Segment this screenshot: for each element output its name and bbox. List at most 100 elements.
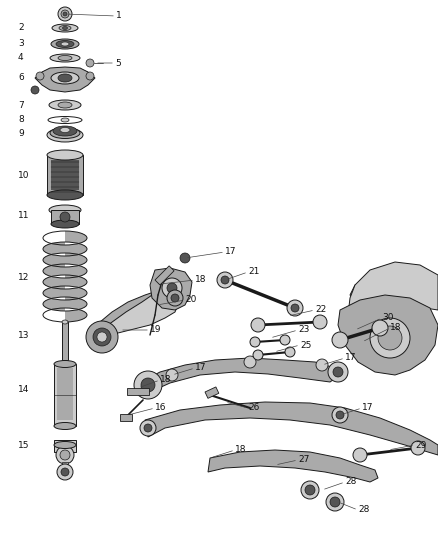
Circle shape bbox=[63, 12, 67, 16]
Circle shape bbox=[251, 318, 265, 332]
Ellipse shape bbox=[51, 39, 79, 49]
Polygon shape bbox=[43, 286, 65, 311]
Circle shape bbox=[86, 59, 94, 67]
Text: 3: 3 bbox=[18, 39, 24, 49]
Text: 16: 16 bbox=[155, 403, 166, 413]
Circle shape bbox=[372, 320, 388, 336]
Circle shape bbox=[60, 212, 70, 222]
Circle shape bbox=[333, 367, 343, 377]
Text: 18: 18 bbox=[160, 376, 172, 384]
Polygon shape bbox=[35, 67, 95, 92]
Text: 14: 14 bbox=[18, 385, 29, 394]
Bar bbox=[62, 462, 68, 470]
Circle shape bbox=[180, 253, 190, 263]
Text: 5: 5 bbox=[115, 59, 121, 68]
Ellipse shape bbox=[50, 127, 80, 139]
Circle shape bbox=[97, 332, 107, 342]
Circle shape bbox=[330, 497, 340, 507]
Ellipse shape bbox=[48, 117, 82, 124]
Circle shape bbox=[411, 441, 425, 455]
Polygon shape bbox=[65, 297, 87, 322]
Ellipse shape bbox=[54, 423, 76, 430]
Bar bbox=[155, 266, 174, 285]
Bar bbox=[54, 440, 76, 452]
Bar bbox=[51, 210, 79, 224]
Text: 18: 18 bbox=[390, 324, 402, 333]
Ellipse shape bbox=[50, 54, 80, 62]
Bar bbox=[127, 388, 149, 395]
Ellipse shape bbox=[38, 68, 92, 88]
Ellipse shape bbox=[52, 24, 78, 32]
Polygon shape bbox=[43, 264, 65, 289]
Circle shape bbox=[217, 272, 233, 288]
Text: 17: 17 bbox=[362, 403, 374, 413]
Circle shape bbox=[36, 72, 44, 80]
Circle shape bbox=[370, 318, 410, 358]
Circle shape bbox=[253, 350, 263, 360]
Ellipse shape bbox=[58, 55, 72, 61]
Bar bbox=[51, 160, 79, 190]
Polygon shape bbox=[65, 275, 87, 300]
Polygon shape bbox=[145, 358, 340, 392]
Text: 2: 2 bbox=[18, 23, 24, 33]
Bar bbox=[205, 387, 219, 398]
Circle shape bbox=[57, 464, 73, 480]
Circle shape bbox=[313, 315, 327, 329]
Circle shape bbox=[332, 407, 348, 423]
Circle shape bbox=[332, 332, 348, 348]
Polygon shape bbox=[65, 231, 87, 256]
Circle shape bbox=[328, 362, 348, 382]
Bar bbox=[57, 368, 73, 420]
Circle shape bbox=[144, 424, 152, 432]
Polygon shape bbox=[338, 295, 438, 375]
Ellipse shape bbox=[59, 26, 71, 30]
Text: 22: 22 bbox=[315, 305, 326, 314]
Circle shape bbox=[58, 7, 72, 21]
Text: 28: 28 bbox=[358, 505, 369, 514]
Text: 11: 11 bbox=[18, 211, 29, 220]
Text: 17: 17 bbox=[225, 247, 237, 256]
Polygon shape bbox=[350, 278, 438, 305]
Ellipse shape bbox=[49, 205, 81, 215]
Text: 13: 13 bbox=[18, 330, 29, 340]
Polygon shape bbox=[145, 402, 438, 455]
Bar bbox=[120, 414, 132, 421]
Text: 20: 20 bbox=[185, 295, 196, 304]
Circle shape bbox=[326, 493, 344, 511]
Circle shape bbox=[336, 411, 344, 419]
Ellipse shape bbox=[62, 320, 68, 324]
Text: 17: 17 bbox=[345, 353, 357, 362]
Text: 6: 6 bbox=[18, 74, 24, 83]
Ellipse shape bbox=[61, 42, 69, 46]
Text: 27: 27 bbox=[298, 456, 309, 464]
Circle shape bbox=[166, 369, 178, 381]
Text: 29: 29 bbox=[415, 440, 426, 449]
Circle shape bbox=[86, 72, 94, 80]
Text: 1: 1 bbox=[116, 12, 122, 20]
Text: 30: 30 bbox=[382, 313, 393, 322]
Circle shape bbox=[305, 485, 315, 495]
Circle shape bbox=[171, 294, 179, 302]
Circle shape bbox=[31, 86, 39, 94]
Circle shape bbox=[353, 448, 367, 462]
Circle shape bbox=[61, 10, 69, 18]
Polygon shape bbox=[208, 450, 378, 482]
Polygon shape bbox=[65, 253, 87, 278]
Text: 9: 9 bbox=[18, 128, 24, 138]
Text: 7: 7 bbox=[18, 101, 24, 109]
Ellipse shape bbox=[51, 72, 79, 84]
Text: 10: 10 bbox=[18, 171, 29, 180]
Ellipse shape bbox=[56, 41, 74, 47]
Bar bbox=[54, 364, 76, 426]
Ellipse shape bbox=[49, 100, 81, 110]
Polygon shape bbox=[150, 268, 192, 310]
Polygon shape bbox=[348, 262, 438, 325]
Ellipse shape bbox=[54, 441, 76, 448]
Text: 4: 4 bbox=[18, 53, 24, 62]
Text: 26: 26 bbox=[248, 403, 259, 413]
Bar bbox=[47, 155, 83, 195]
Circle shape bbox=[167, 283, 177, 293]
Circle shape bbox=[287, 300, 303, 316]
Circle shape bbox=[86, 321, 118, 353]
Polygon shape bbox=[97, 290, 175, 335]
